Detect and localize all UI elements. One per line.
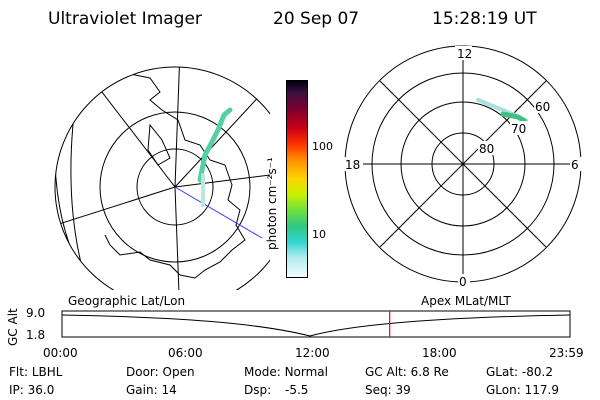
info-mode: Mode: Normal [244, 365, 328, 379]
coastline [94, 73, 246, 279]
meridian-line [55, 186, 176, 231]
mlt-label-12: 12 [457, 47, 472, 61]
gc-alt-text: GC Alt [6, 308, 20, 346]
info-door: Door: Open [126, 365, 195, 379]
altitude-curve [61, 314, 571, 337]
polar-mlt-plot: 12 18 6 0 60 70 80 [343, 45, 582, 289]
gc-alt-tick-low: 1.8 [26, 328, 46, 342]
mlt-label-6: 6 [571, 158, 579, 172]
x-tick-1200: 12:00 [295, 346, 330, 360]
meridian-line [174, 174, 270, 188]
colorbar-tick-100: 100 [312, 140, 333, 153]
info-seq: Seq: 39 [365, 383, 411, 397]
meridian-line [174, 89, 266, 188]
info-glon: GLon: 117.9 [486, 383, 559, 397]
apex-label: Apex MLat/MLT [421, 294, 511, 308]
aurora-emission-polar [500, 111, 528, 124]
intensity-colorbar [286, 80, 308, 278]
x-tick-0000: 00:00 [43, 346, 78, 360]
time-label: 15:28:19 UT [432, 9, 537, 29]
mlt-label-18: 18 [345, 158, 360, 172]
info-dsp: Dsp: -5.5 [244, 383, 309, 397]
colorbar-unit-label: photon cm⁻²s⁻¹ [265, 157, 279, 250]
satellite-track [174, 186, 263, 239]
lat-label-80: 80 [479, 142, 494, 156]
lat-label-60: 60 [535, 100, 550, 114]
date-label: 20 Sep 07 [273, 9, 360, 29]
info-glat: GLat: -80.2 [486, 365, 553, 379]
meridian-line [84, 69, 176, 188]
info-gc-alt: GC Alt: 6.8 Re [365, 365, 449, 379]
geographic-projection-view [54, 66, 270, 290]
x-tick-1800: 18:00 [422, 346, 457, 360]
info-filter: Flt: LBHL [9, 365, 63, 379]
info-gain: Gain: 14 [126, 383, 177, 397]
info-ip: IP: 36.0 [9, 383, 55, 397]
gc-alt-axis-label: GC Alt [6, 308, 20, 346]
latitude-circle [99, 111, 251, 263]
projection-boundary [54, 66, 270, 290]
colorbar-unit-text: photon cm⁻²s⁻¹ [265, 157, 279, 250]
gc-alt-tick-high: 9.0 [26, 306, 46, 320]
meridian-line [174, 67, 181, 188]
latitude-circle [136, 148, 214, 226]
longitude-arc [55, 149, 141, 290]
x-tick-0600: 06:00 [168, 346, 203, 360]
altitude-timeline[interactable] [58, 307, 574, 343]
longitude-arc [70, 104, 101, 290]
lat-label-70: 70 [511, 122, 526, 136]
instrument-title: Ultraviolet Imager [48, 9, 202, 29]
meridian-line [174, 186, 181, 290]
polar-axis-diagonal [379, 80, 547, 248]
timeline-frame [61, 310, 571, 338]
aurora-emission [197, 107, 233, 183]
longitude-arc [55, 129, 121, 290]
coastline [147, 123, 171, 166]
x-tick-2359: 23:59 [549, 346, 584, 360]
mlt-label-0: 0 [459, 275, 467, 289]
geographic-label: Geographic Lat/Lon [68, 294, 186, 308]
colorbar-tick-10: 10 [312, 228, 326, 241]
